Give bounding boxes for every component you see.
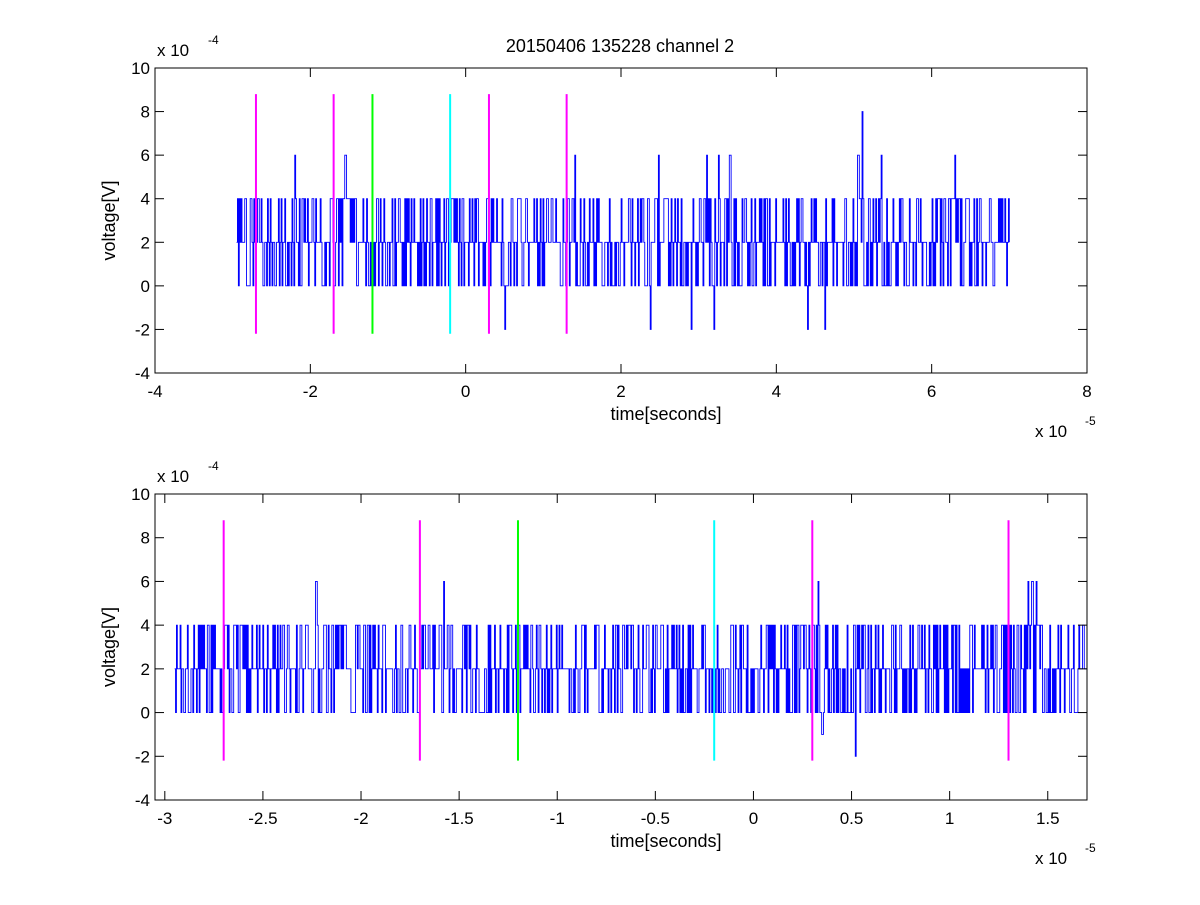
y-tick-label: 10 bbox=[131, 59, 150, 78]
y-tick-label: 4 bbox=[141, 190, 150, 209]
x-tick-label: -4 bbox=[147, 382, 162, 401]
x-tick-label: 0 bbox=[749, 809, 758, 828]
y-tick-label: 4 bbox=[141, 616, 150, 635]
x-axis-exponent: -5 bbox=[1085, 841, 1096, 855]
figure-title: 20150406 135228 channel 2 bbox=[506, 36, 734, 56]
x-tick-label: 1.5 bbox=[1036, 809, 1060, 828]
x-tick-label: -1.5 bbox=[444, 809, 473, 828]
x-tick-label: 0.5 bbox=[840, 809, 864, 828]
y-axis-multiplier: x 10 bbox=[157, 467, 189, 486]
x-tick-label: -3 bbox=[157, 809, 172, 828]
y-tick-label: -4 bbox=[135, 791, 150, 810]
top-plot: -4 -2 0 2 4 6 8 -4 -2 0 2 4 6 8 10 time[seconds] voltage… bbox=[99, 33, 1096, 441]
bottom-plot: -3 -2.5 -2 -1.5 -1 -0.5 0 0.5 1 1.5 -4 -2 0 2 4 6 8 10 tim… bbox=[99, 459, 1096, 868]
y-tick-label: 10 bbox=[131, 485, 150, 504]
y-tick-label: 0 bbox=[141, 704, 150, 723]
y-tick-label: -2 bbox=[135, 320, 150, 339]
x-tick-label: -2 bbox=[353, 809, 368, 828]
y-axis-exponent: -4 bbox=[208, 33, 219, 47]
y-tick-label: -2 bbox=[135, 747, 150, 766]
x-tick-label: -1 bbox=[550, 809, 565, 828]
y-tick-label: 8 bbox=[141, 103, 150, 122]
x-tick-label: 6 bbox=[927, 382, 936, 401]
x-tick-label: 0 bbox=[461, 382, 470, 401]
axes-box bbox=[154, 493, 1088, 801]
y-tick-label: 6 bbox=[141, 572, 150, 591]
x-axis-exponent: -5 bbox=[1085, 414, 1096, 428]
y-axis-exponent: -4 bbox=[208, 459, 219, 473]
y-tick-label: 6 bbox=[141, 146, 150, 165]
y-tick-label: 2 bbox=[141, 233, 150, 252]
x-tick-label: -2.5 bbox=[248, 809, 277, 828]
y-tick-label: 8 bbox=[141, 529, 150, 548]
y-axis-label: voltage[V] bbox=[99, 180, 119, 260]
y-tick-label: -4 bbox=[135, 364, 150, 383]
y-axis-label: voltage[V] bbox=[99, 607, 119, 687]
x-axis-label: time[seconds] bbox=[610, 404, 721, 424]
y-tick-label: 0 bbox=[141, 277, 150, 296]
x-tick-label: -2 bbox=[303, 382, 318, 401]
x-tick-label: -0.5 bbox=[641, 809, 670, 828]
y-axis-multiplier: x 10 bbox=[157, 41, 189, 60]
y-tick-label: 2 bbox=[141, 660, 150, 679]
x-tick-label: 8 bbox=[1082, 382, 1091, 401]
x-tick-label: 4 bbox=[772, 382, 781, 401]
x-axis-label: time[seconds] bbox=[610, 831, 721, 851]
x-tick-label: 2 bbox=[616, 382, 625, 401]
x-axis-multiplier: x 10 bbox=[1035, 422, 1067, 441]
x-tick-label: 1 bbox=[945, 809, 954, 828]
signal-trace bbox=[174, 580, 1087, 757]
signal-trace bbox=[236, 111, 1010, 330]
x-axis-multiplier: x 10 bbox=[1035, 849, 1067, 868]
